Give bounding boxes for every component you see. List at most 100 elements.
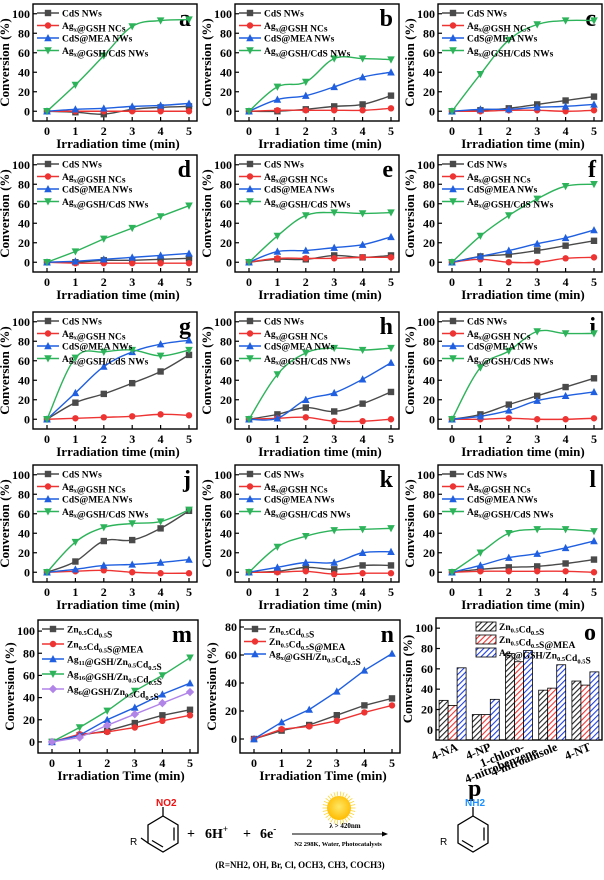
data-point <box>131 687 139 695</box>
series-mea <box>43 555 193 576</box>
bar-ag <box>514 661 524 741</box>
data-point <box>590 17 598 25</box>
data-point <box>358 240 367 248</box>
data-point <box>448 259 456 267</box>
panel-label-m: m <box>172 622 192 648</box>
data-point <box>72 399 79 406</box>
y-tick-label: 60 <box>18 507 30 521</box>
x-tick-label: 5 <box>591 124 597 138</box>
data-point <box>302 107 309 114</box>
legend-label: Agx@GSH NCs <box>62 173 126 186</box>
legend-marker <box>49 625 57 633</box>
data-point <box>100 348 108 356</box>
x-tick-label: 2 <box>101 275 107 289</box>
x-tick-label: 4 <box>361 756 367 770</box>
legend-marker <box>246 198 254 206</box>
x-tick-label: 5 <box>591 275 597 289</box>
data-point <box>273 95 282 103</box>
data-point <box>387 570 395 577</box>
series-agcds <box>245 525 395 577</box>
legend-label: CdS NWs <box>264 471 304 481</box>
legend-marker <box>246 47 254 55</box>
legend-label: Zn0.5Cd0.5S@MEA <box>499 636 575 651</box>
series-line <box>248 570 392 575</box>
series-ag <box>448 254 598 266</box>
legend-label: Agx@GSH/CdS NWs <box>264 198 351 211</box>
x-category-label: 4-NT <box>563 740 593 763</box>
legend-marker <box>44 198 52 206</box>
legend: Zn0.5Cd0.5SZn0.5Cd0.5S@MEAAg11@GSH/Zn0.5… <box>42 625 162 703</box>
data-point <box>562 383 569 391</box>
data-point <box>302 414 309 421</box>
legend-marker <box>246 355 254 363</box>
series-line <box>51 657 191 743</box>
data-point <box>159 712 166 719</box>
y-axis-label: Conversion (%) <box>199 169 214 257</box>
data-point <box>359 570 366 577</box>
x-tick-label: 1 <box>77 756 83 770</box>
protons-term: 6H+ <box>205 824 228 842</box>
legend-label: CdS@MEA NWs <box>264 343 335 353</box>
series-line <box>51 682 191 743</box>
bar-ag <box>480 714 491 741</box>
legend-item: Agx@GSH/CdS NWs <box>239 47 351 60</box>
legend-label: Agx@GSH NCs <box>62 22 126 35</box>
x-tick-label: 1 <box>72 275 78 289</box>
x-tick-label: 2 <box>506 275 512 289</box>
data-point <box>186 706 194 713</box>
legend-item: Agx@GSH/CdS NWs <box>37 47 149 60</box>
data-point <box>100 414 108 421</box>
legend-label: CdS NWs <box>62 161 102 171</box>
data-point <box>158 698 167 708</box>
legend-label: Agx@GSH/CdS NWs <box>62 47 149 60</box>
data-point <box>129 569 136 576</box>
legend-marker <box>449 9 457 17</box>
y-tick-label: 20 <box>423 546 435 560</box>
plot-frame <box>234 154 400 273</box>
y-tick-label: 80 <box>220 487 232 501</box>
y-axis-label: Conversion (%) <box>402 18 417 106</box>
data-point <box>103 721 112 730</box>
y-tick-label: 60 <box>18 197 30 211</box>
x-axis-label: Irradiation time (min) <box>461 597 584 612</box>
x-tick-label: 2 <box>303 432 309 446</box>
y-tick-label: 80 <box>18 334 30 348</box>
sun-ray <box>330 818 334 823</box>
panel-label-i: i <box>589 314 596 340</box>
y-tick-label: 0 <box>429 412 435 426</box>
reaction-arrow-head <box>382 831 388 837</box>
data-point <box>562 416 569 423</box>
legend-item: Agx@GSH NCs <box>239 173 328 186</box>
benzene-ring-reactant <box>147 815 179 853</box>
data-point <box>387 254 395 261</box>
series-agcds <box>48 654 194 746</box>
y-tick-label: 0 <box>226 565 232 579</box>
data-point <box>71 388 80 397</box>
data-point <box>448 569 456 577</box>
x-axis-label: Irradiation Time (min) <box>259 768 386 783</box>
series-ag <box>245 254 395 266</box>
sun-ray <box>348 814 353 819</box>
legend-label: Agx@GSH/CdS NWs <box>62 508 149 521</box>
data-point <box>302 564 309 571</box>
data-point <box>158 690 167 698</box>
data-point <box>71 538 80 547</box>
data-point <box>330 209 338 217</box>
data-point <box>128 23 136 31</box>
data-point <box>103 707 111 715</box>
data-point <box>75 724 84 732</box>
data-point <box>71 105 80 113</box>
legend-label: Agx@GSH/CdS NWs <box>264 508 351 521</box>
data-point <box>361 702 368 709</box>
sun-ray <box>325 797 330 802</box>
x-tick-label: 5 <box>187 756 193 770</box>
y-tick-label: 20 <box>18 236 30 250</box>
legend-label: Agx@GSH/CdS NWs <box>467 47 554 60</box>
series-line <box>46 102 190 112</box>
y-tick-label: 40 <box>225 676 237 690</box>
legend-marker <box>246 342 254 350</box>
legend-marker <box>44 185 52 193</box>
plot-frame <box>437 154 603 273</box>
